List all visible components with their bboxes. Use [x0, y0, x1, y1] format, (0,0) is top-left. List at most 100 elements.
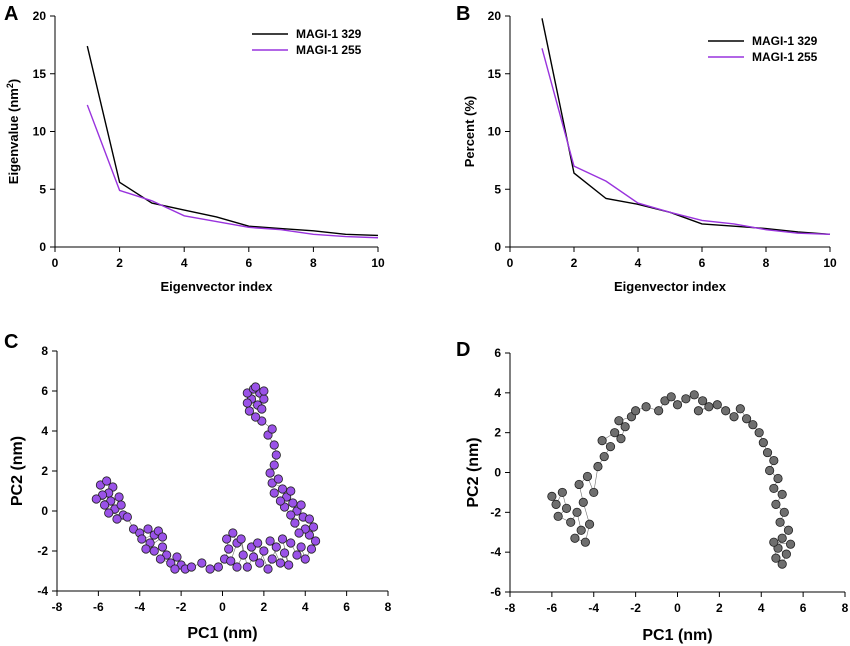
panel-a-x-tick-label: 10	[371, 256, 385, 270]
panel-c-scatter-point	[259, 394, 269, 404]
panel-c-scatter-point	[112, 514, 122, 524]
panel-c-scatter-point	[224, 544, 234, 554]
panel-b-x-tick-label: 2	[571, 256, 578, 270]
panel-d-scatter-point	[777, 559, 787, 569]
panel-c-scatter-point	[141, 544, 151, 554]
panel-b-series-line-2	[541, 48, 831, 235]
panel-c-scatter-point	[265, 536, 275, 546]
panel-a-x-tick-label: 4	[181, 256, 188, 270]
panel-d-scatter-point	[775, 517, 785, 527]
panel-b-x-tick-label: 6	[699, 256, 706, 270]
panel-c-scatter-point	[251, 382, 261, 392]
panel-b-x-tick-label: 4	[635, 256, 642, 270]
panel-d-scatter-point	[551, 499, 561, 509]
panel-a-x-tick-label: 2	[116, 256, 123, 270]
panel-c-scatter-point	[286, 486, 296, 496]
panel-a-y-tick-label: 20	[33, 9, 47, 23]
panel-d-scatter-point	[762, 447, 773, 458]
panel-a-x-tick-label: 0	[52, 256, 59, 270]
panel-c-x-tick-label: 6	[343, 600, 350, 614]
panel-c-scatter-point	[267, 554, 277, 564]
panel-c-scatter-point	[294, 528, 304, 538]
panel-d-scatter-point	[557, 487, 567, 498]
panel-d-scatter-point	[783, 525, 794, 535]
panel-d-scatter-point	[765, 465, 775, 476]
panel-d-scatter-point	[698, 396, 708, 406]
panel-c-x-axis-label: PC1 (nm)	[187, 625, 257, 642]
panel-c-scatter-point	[296, 500, 306, 510]
panel-b-y-axis-label: Percent (%)	[462, 96, 477, 168]
panel-c-scatter-point	[116, 500, 126, 510]
panel-d-scatter-point	[547, 491, 557, 501]
panel-d-scatter-point	[681, 394, 691, 404]
panel-c-scatter-point	[275, 496, 286, 506]
panel-a-x-tick-label: 8	[310, 256, 317, 270]
panel-d-scatter-point	[777, 533, 787, 543]
panel-c-scatter-point	[263, 564, 273, 574]
panel-c-scatter-point	[248, 552, 259, 562]
panel-label-c: C	[4, 331, 18, 353]
panel-d-scatter-point	[769, 537, 779, 547]
panel-c-scatter-point	[149, 546, 159, 556]
panel-d-scatter-point	[566, 517, 576, 527]
panel-c-y-tick-label: 2	[41, 464, 48, 478]
panel-c-scatter-point	[242, 398, 252, 408]
panel-a-series-line-2	[86, 104, 379, 239]
panel-d-scatter-point	[597, 436, 607, 446]
panel-b-legend-label-1: MAGI-1 329	[752, 34, 818, 48]
panel-c-scatter-point	[279, 548, 290, 558]
panel-a-y-tick-label: 15	[33, 67, 47, 81]
panel-c-y-tick-label: -4	[37, 584, 48, 598]
panel-c-scatter-point	[269, 460, 279, 470]
panel-c-scatter-point	[232, 562, 242, 572]
panel-c-x-tick-label: 8	[385, 600, 392, 614]
panel-label-d: D	[456, 339, 470, 361]
panel-c-scatter-point	[308, 522, 319, 532]
panel-d-scatter-point	[610, 428, 620, 438]
panel-c-x-tick-label: 2	[261, 600, 268, 614]
panel-c-scatter-point	[238, 550, 248, 560]
panel-a-x-tick-label: 6	[245, 256, 252, 270]
panel-a-y-tick-label: 5	[39, 182, 46, 196]
panel-c-scatter-point	[310, 536, 321, 546]
panel-d-y-tick-label: -4	[490, 545, 501, 559]
panel-d-scatter-point	[771, 553, 781, 563]
panel-d-scatter-point	[620, 422, 630, 432]
panel-d-y-tick-label: -2	[490, 505, 501, 519]
panel-c-scatter-point	[267, 424, 277, 434]
panel-d-scatter-point	[754, 428, 764, 438]
panel-d-x-tick-label: 6	[800, 601, 807, 615]
panel-d-scatter-point	[735, 404, 745, 414]
panel-d-scatter-point	[654, 406, 664, 416]
panel-c-x-tick-label: -4	[134, 600, 145, 614]
panel-c-scatter-point	[275, 558, 286, 568]
panel-c-scatter-point	[236, 534, 246, 544]
panel-d-x-tick-label: -2	[630, 601, 641, 615]
panel-d-scatter-point	[605, 442, 616, 452]
panel-b-y-tick-label: 0	[494, 240, 501, 254]
panel-c-scatter-point	[271, 542, 281, 552]
panel-a-x-axis-label: Eigenvector index	[161, 279, 274, 294]
panel-c-scatter-point	[300, 554, 310, 564]
panel-c-scatter-point	[172, 552, 182, 562]
panel-a-y-axis-label: Eigenvalue (nm2)	[5, 79, 21, 184]
panel-a-legend-label-2: MAGI-1 255	[296, 43, 362, 57]
panel-b-series-line-1	[541, 18, 831, 235]
panel-d-x-tick-label: 2	[716, 601, 723, 615]
panel-b-x-axis-label: Eigenvector index	[614, 279, 727, 294]
panel-d-scatter-point	[777, 489, 787, 500]
panel-d-scatter-point	[758, 438, 768, 448]
panel-c-scatter-point	[170, 564, 180, 574]
panel-c-scatter-point	[228, 528, 238, 538]
panel-d-y-tick-label: 4	[494, 386, 501, 400]
panel-d-scatter-point	[589, 487, 599, 498]
panel-c-scatter-point	[251, 412, 261, 422]
panel-c-scatter-point	[290, 518, 300, 528]
panel-c-scatter-point	[284, 560, 294, 570]
panel-c-scatter-point	[91, 494, 101, 504]
panel-c-scatter-point	[259, 386, 269, 396]
panel-c-y-tick-label: 4	[41, 424, 48, 438]
panel-d-scatter-point	[593, 461, 603, 472]
panel-c-scatter-point	[143, 524, 153, 534]
panel-c-scatter-point	[157, 542, 168, 552]
